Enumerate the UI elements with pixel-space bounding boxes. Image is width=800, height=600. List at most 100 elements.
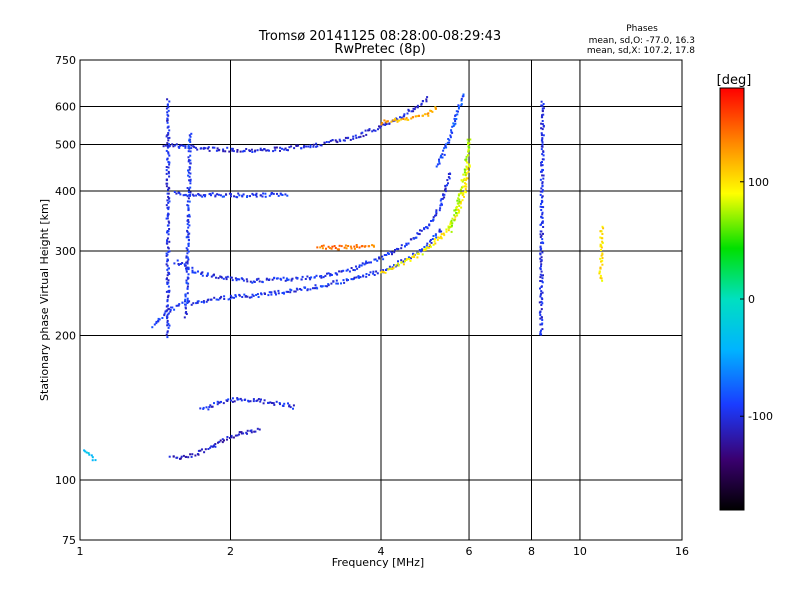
echo-point <box>88 453 91 456</box>
echo-point <box>465 183 468 186</box>
echo-point <box>361 245 364 247</box>
echo-point <box>384 124 387 126</box>
echo-point <box>457 197 460 200</box>
echo-point <box>168 136 171 139</box>
echo-point <box>167 285 170 288</box>
echo-point <box>440 198 443 201</box>
echo-point <box>252 294 255 297</box>
echo-point <box>388 122 391 125</box>
echo-point <box>455 211 458 214</box>
echo-point <box>167 152 170 155</box>
echo-point <box>268 194 271 197</box>
echo-point <box>540 285 543 288</box>
echo-point <box>425 247 428 250</box>
echo-point <box>460 179 463 182</box>
echo-point <box>541 189 544 192</box>
echo-point <box>210 194 212 197</box>
echo-point <box>166 274 169 277</box>
echo-point <box>190 147 193 150</box>
echo-point <box>541 220 544 223</box>
echo-point <box>83 449 86 452</box>
echo-point <box>444 144 447 147</box>
echo-point <box>248 296 251 299</box>
echo-point <box>365 273 368 275</box>
y-tick-label: 400 <box>55 185 76 198</box>
echo-point <box>191 453 194 456</box>
echo-point <box>259 194 262 197</box>
echo-point <box>353 245 356 248</box>
echo-point <box>539 331 542 334</box>
echo-point <box>182 194 185 197</box>
echo-point <box>383 119 386 122</box>
y-tick-label: 100 <box>55 474 76 487</box>
echo-point <box>236 398 239 401</box>
echo-point <box>253 430 256 433</box>
echo-point <box>189 180 192 182</box>
echo-point <box>456 199 459 202</box>
echo-point <box>296 277 299 279</box>
echo-point <box>187 258 190 261</box>
echo-point <box>173 308 176 311</box>
echo-point <box>540 316 543 319</box>
echo-point <box>306 275 309 278</box>
echo-point <box>344 136 347 139</box>
echo-point <box>259 400 262 403</box>
echo-point <box>540 234 543 237</box>
echo-point <box>210 445 213 448</box>
echo-point <box>187 197 190 200</box>
echo-point <box>211 405 214 408</box>
echo-point <box>164 144 167 147</box>
echo-point <box>268 291 271 294</box>
echo-point <box>167 271 170 274</box>
echo-point <box>342 139 345 142</box>
echo-point <box>542 103 545 105</box>
echo-point <box>312 145 315 148</box>
echo-point <box>357 136 360 139</box>
echo-point <box>431 238 434 240</box>
y-tick-label: 500 <box>55 139 76 152</box>
echo-point <box>394 117 397 120</box>
echo-point <box>450 219 453 222</box>
echo-point <box>540 122 543 125</box>
echo-point <box>539 236 542 239</box>
echo-point <box>449 221 452 224</box>
echo-point <box>423 246 426 248</box>
echo-point <box>192 194 195 197</box>
echo-point <box>293 290 296 293</box>
echo-point <box>540 329 542 332</box>
echo-point <box>167 220 170 223</box>
echo-point <box>540 292 543 295</box>
echo-point <box>230 434 233 437</box>
echo-point <box>166 157 169 160</box>
echo-point <box>84 450 87 453</box>
echo-point <box>469 138 472 141</box>
echo-point <box>598 272 601 275</box>
echo-point <box>365 260 368 263</box>
echo-point <box>251 151 254 153</box>
echo-point <box>166 217 169 220</box>
echo-point <box>166 313 169 316</box>
echo-point <box>427 114 430 117</box>
echo-point <box>438 158 440 161</box>
echo-point <box>416 104 419 107</box>
echo-point <box>417 252 420 255</box>
echo-point <box>165 185 168 188</box>
echo-point <box>541 114 543 117</box>
echo-point <box>539 246 542 249</box>
echo-point <box>455 205 458 208</box>
echo-point <box>601 259 604 262</box>
echo-point <box>335 272 338 275</box>
echo-point <box>210 298 213 301</box>
echo-point <box>267 401 270 404</box>
echo-point <box>315 145 318 148</box>
echo-point <box>444 187 447 190</box>
echo-point <box>542 174 545 177</box>
echo-point <box>355 244 358 246</box>
echo-point <box>236 196 239 199</box>
echo-point <box>402 263 405 266</box>
echo-point <box>90 454 93 457</box>
echo-point <box>541 238 544 241</box>
echo-point <box>272 192 275 195</box>
echo-point <box>206 272 209 275</box>
x-tick-label: 6 <box>466 545 473 558</box>
